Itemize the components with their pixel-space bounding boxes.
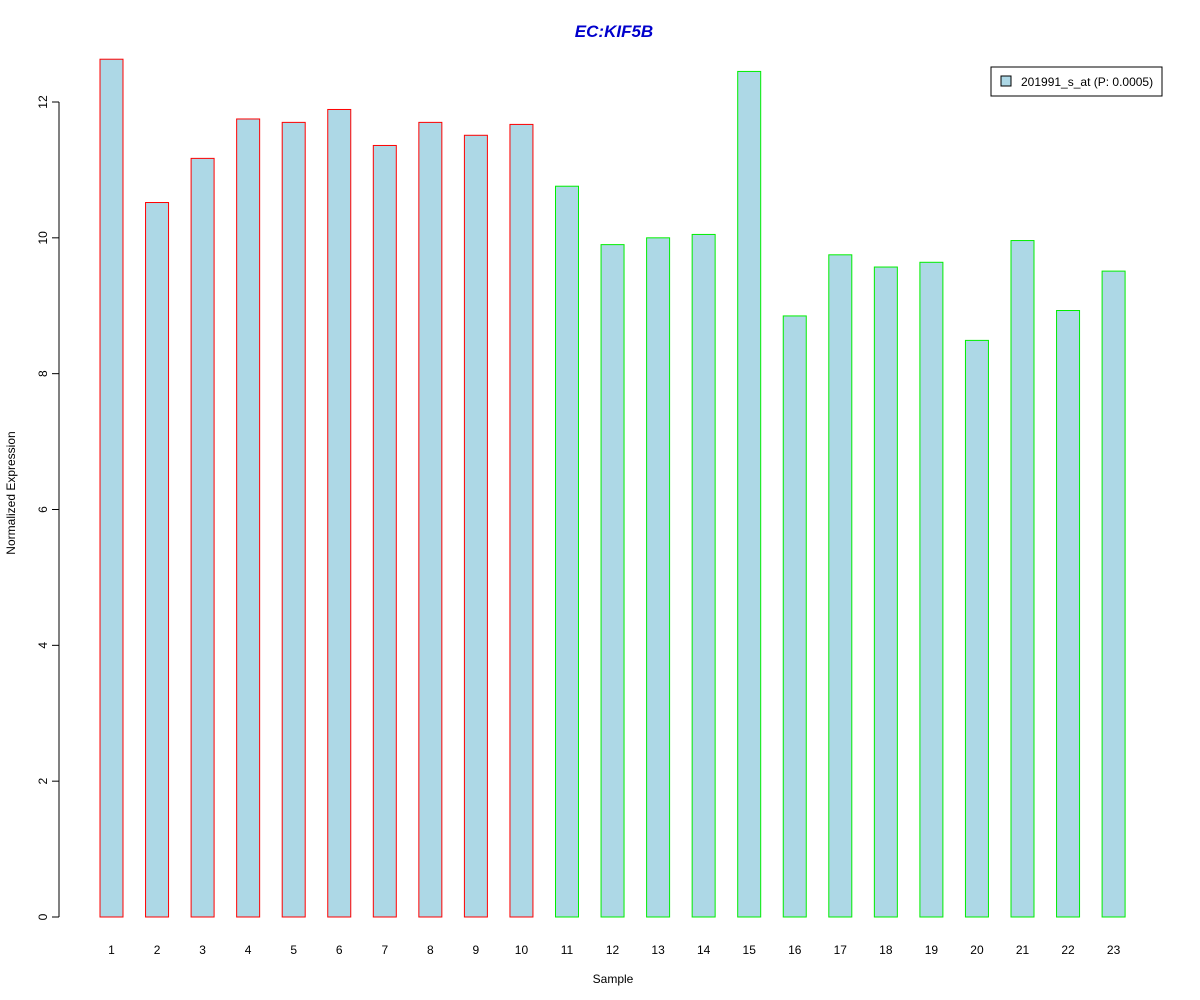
bar — [600, 244, 625, 918]
bar — [509, 123, 534, 918]
bar — [555, 185, 579, 918]
x-tick-label: 2 — [154, 943, 161, 957]
x-tick-label: 22 — [1061, 943, 1075, 957]
x-tick-label: 13 — [651, 943, 665, 957]
bar — [99, 58, 124, 918]
legend: 201991_s_at (P: 0.0005) — [990, 66, 1163, 97]
x-tick-label: 20 — [970, 943, 984, 957]
bar — [145, 202, 170, 918]
x-tick-label: 9 — [473, 943, 480, 957]
legend-label: 201991_s_at (P: 0.0005) — [1021, 75, 1153, 89]
bar — [327, 108, 352, 918]
y-tick-label: 2 — [36, 778, 50, 785]
x-tick-label: 1 — [108, 943, 115, 957]
y-tick-label: 0 — [36, 913, 50, 920]
bar — [691, 233, 716, 918]
x-axis-tick-labels: 1 2 3 4 5 6 7 8 9 10 11 12 13 14 15 16 17 18 19 20 21 22 23 — [108, 943, 1120, 957]
bar — [1101, 270, 1126, 918]
bar — [782, 315, 807, 918]
x-tick-label: 11 — [561, 943, 574, 957]
y-axis-label: Normalized Expression — [4, 431, 18, 554]
bar — [418, 121, 443, 918]
x-tick-label: 10 — [515, 943, 529, 957]
bar — [281, 121, 306, 918]
y-tick-label: 12 — [36, 95, 50, 109]
x-tick-label: 8 — [427, 943, 434, 957]
y-axis: 0 2 4 6 8 10 12 — [36, 95, 60, 920]
bar — [236, 118, 261, 918]
x-tick-label: 23 — [1107, 943, 1121, 957]
bar — [1056, 310, 1081, 918]
x-tick-label: 14 — [697, 943, 711, 957]
bar — [737, 70, 762, 918]
x-tick-label: 19 — [925, 943, 939, 957]
x-tick-label: 16 — [788, 943, 802, 957]
y-tick-label: 6 — [36, 506, 50, 513]
bar — [1010, 240, 1035, 918]
x-tick-label: 4 — [245, 943, 252, 957]
x-tick-label: 17 — [834, 943, 848, 957]
x-tick-label: 21 — [1016, 943, 1030, 957]
x-tick-label: 12 — [606, 943, 620, 957]
x-tick-label: 7 — [381, 943, 388, 957]
bar — [190, 157, 215, 918]
bar — [919, 261, 944, 918]
bar — [873, 266, 898, 918]
bars — [99, 58, 1126, 918]
bar — [828, 254, 853, 918]
bar — [964, 339, 989, 918]
y-tick-label: 8 — [36, 370, 50, 377]
x-tick-label: 5 — [290, 943, 297, 957]
bar — [646, 237, 671, 918]
x-axis-label: Sample — [593, 972, 634, 986]
legend-box — [990, 66, 1163, 97]
x-tick-label: 15 — [743, 943, 757, 957]
legend-swatch — [1000, 75, 1012, 87]
x-tick-label: 6 — [336, 943, 343, 957]
chart-title: EC:KIF5B — [575, 22, 653, 41]
x-tick-label: 18 — [879, 943, 893, 957]
y-tick-label: 10 — [36, 231, 50, 245]
x-tick-label: 3 — [199, 943, 206, 957]
bar — [372, 144, 397, 918]
y-tick-label: 4 — [36, 642, 50, 649]
bar — [463, 134, 488, 918]
